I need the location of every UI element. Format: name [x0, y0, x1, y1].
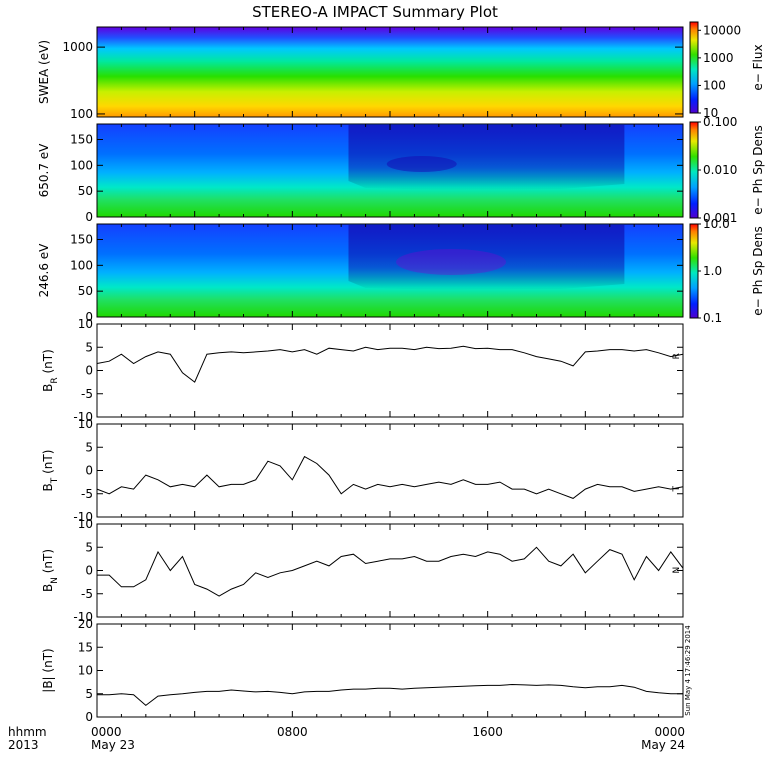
bmag-timestamp: Sun May 4 17:46:29 2014 [684, 625, 692, 716]
bt-frame [96, 423, 684, 518]
pad246-ytick-label: 150 [70, 233, 93, 247]
swea-colorbar-tick-label: 10000 [703, 23, 741, 37]
br-frame [96, 323, 684, 418]
swea-ytick-label: 100 [70, 107, 93, 121]
x-tick-label-0: 0000 [91, 725, 122, 739]
bt-ylabel: BT (nT) [41, 450, 60, 492]
bn-edge-label: N [672, 567, 682, 574]
pad246-depletion-region [348, 225, 625, 290]
bmag-ytick-label: 0 [85, 710, 93, 724]
bn-ytick-label: -10 [73, 610, 93, 624]
br-edge-label: R [672, 353, 682, 359]
pad650-ytick-label: 100 [70, 158, 93, 172]
line-panel-layer [96, 345, 684, 707]
bmag-ytick-label: 20 [78, 617, 93, 631]
swea-colorbar-tick-label: 10 [703, 106, 718, 120]
pad650-ytick-label: 0 [85, 210, 93, 224]
axis-layer [96, 21, 701, 718]
bmag-frame [96, 623, 684, 718]
x-corner-label-year: 2013 [8, 738, 39, 752]
br-ytick-label: 10 [78, 317, 93, 331]
br-trace [96, 345, 684, 383]
pad246-colorbar-label: e− Ph Sp Dens [751, 226, 765, 315]
pad246-colorbar-tick-label: 0.1 [703, 311, 722, 325]
pad650-ytick-label: 150 [70, 133, 93, 147]
swea-colorbar-label: e− Flux [751, 44, 765, 90]
bmag-ytick-label: 5 [85, 687, 93, 701]
bn-trace [97, 546, 684, 597]
pad246-minimum-region [396, 249, 507, 275]
bn-frame [96, 523, 684, 618]
bt-ytick-label: -5 [81, 487, 93, 501]
pad650-colorbar-tick-label: 0.001 [703, 211, 737, 225]
swea-colorbar-tick-label: 1000 [703, 51, 734, 65]
bmag-ytick-label: 10 [78, 664, 93, 678]
pad650-colorbar [689, 121, 699, 219]
bmag-ytick-label: 15 [78, 640, 93, 654]
text-layer: STEREO-A IMPACT Summary Plot hhmm 2013 1… [8, 3, 765, 752]
bt-ytick-label: -10 [73, 510, 93, 524]
br-ytick-label: -10 [73, 410, 93, 424]
x-tick-label-24: 0000 [654, 725, 685, 739]
x-date-label-0: May 23 [91, 738, 135, 752]
bn-ytick-label: 0 [85, 564, 93, 578]
pad650-depletion-region [348, 125, 625, 190]
br-ytick-label: -5 [81, 387, 93, 401]
x-tick-label-16: 1600 [472, 725, 503, 739]
pad246-ytick-label: 100 [70, 258, 93, 272]
br-ytick-label: 0 [85, 364, 93, 378]
swea-colorbar [689, 21, 699, 114]
bn-ytick-label: -5 [81, 587, 93, 601]
swea-colorbar-tick-label: 100 [703, 78, 726, 92]
br-ylabel: BR (nT) [41, 349, 60, 392]
swea-spectrogram [97, 27, 683, 117]
bt-ytick-label: 0 [85, 464, 93, 478]
swea-ylabel: SWEA (eV) [37, 40, 51, 104]
chart-title: STEREO-A IMPACT Summary Plot [252, 3, 498, 21]
bt-ytick-label: 10 [78, 417, 93, 431]
pad246-ytick-label: 0 [85, 310, 93, 324]
pad650-colorbar-label: e− Ph Sp Dens [751, 125, 765, 214]
bt-edge-label: T [672, 486, 682, 493]
bn-ytick-label: 5 [85, 540, 93, 554]
bmag-ylabel: |B| (nT) [41, 648, 55, 692]
bmag-trace [97, 683, 683, 707]
bt-trace [96, 455, 684, 499]
pad650-ytick-label: 50 [78, 184, 93, 198]
br-ytick-label: 5 [85, 340, 93, 354]
swea-ytick-label: 1000 [62, 40, 93, 54]
pad246-colorbar [689, 223, 699, 319]
pad246-ylabel: 246.6 eV [37, 243, 51, 298]
pad246-ytick-label: 50 [78, 284, 93, 298]
spectrogram-layer [97, 27, 683, 317]
x-tick-label-8: 0800 [277, 725, 308, 739]
bt-ytick-label: 5 [85, 440, 93, 454]
pad650-minimum-region [386, 156, 457, 172]
bn-ylabel: BN (nT) [41, 549, 60, 592]
pad246-colorbar-tick-label: 10.0 [703, 217, 730, 231]
x-date-label-24: May 24 [641, 738, 685, 752]
pad650-ylabel: 650.7 eV [37, 143, 51, 198]
pad246-colorbar-tick-label: 1.0 [703, 264, 722, 278]
pad650-colorbar-tick-label: 0.100 [703, 115, 737, 129]
bn-ytick-label: 10 [78, 517, 93, 531]
x-corner-label-format: hhmm [8, 725, 47, 739]
pad650-colorbar-tick-label: 0.010 [703, 163, 737, 177]
